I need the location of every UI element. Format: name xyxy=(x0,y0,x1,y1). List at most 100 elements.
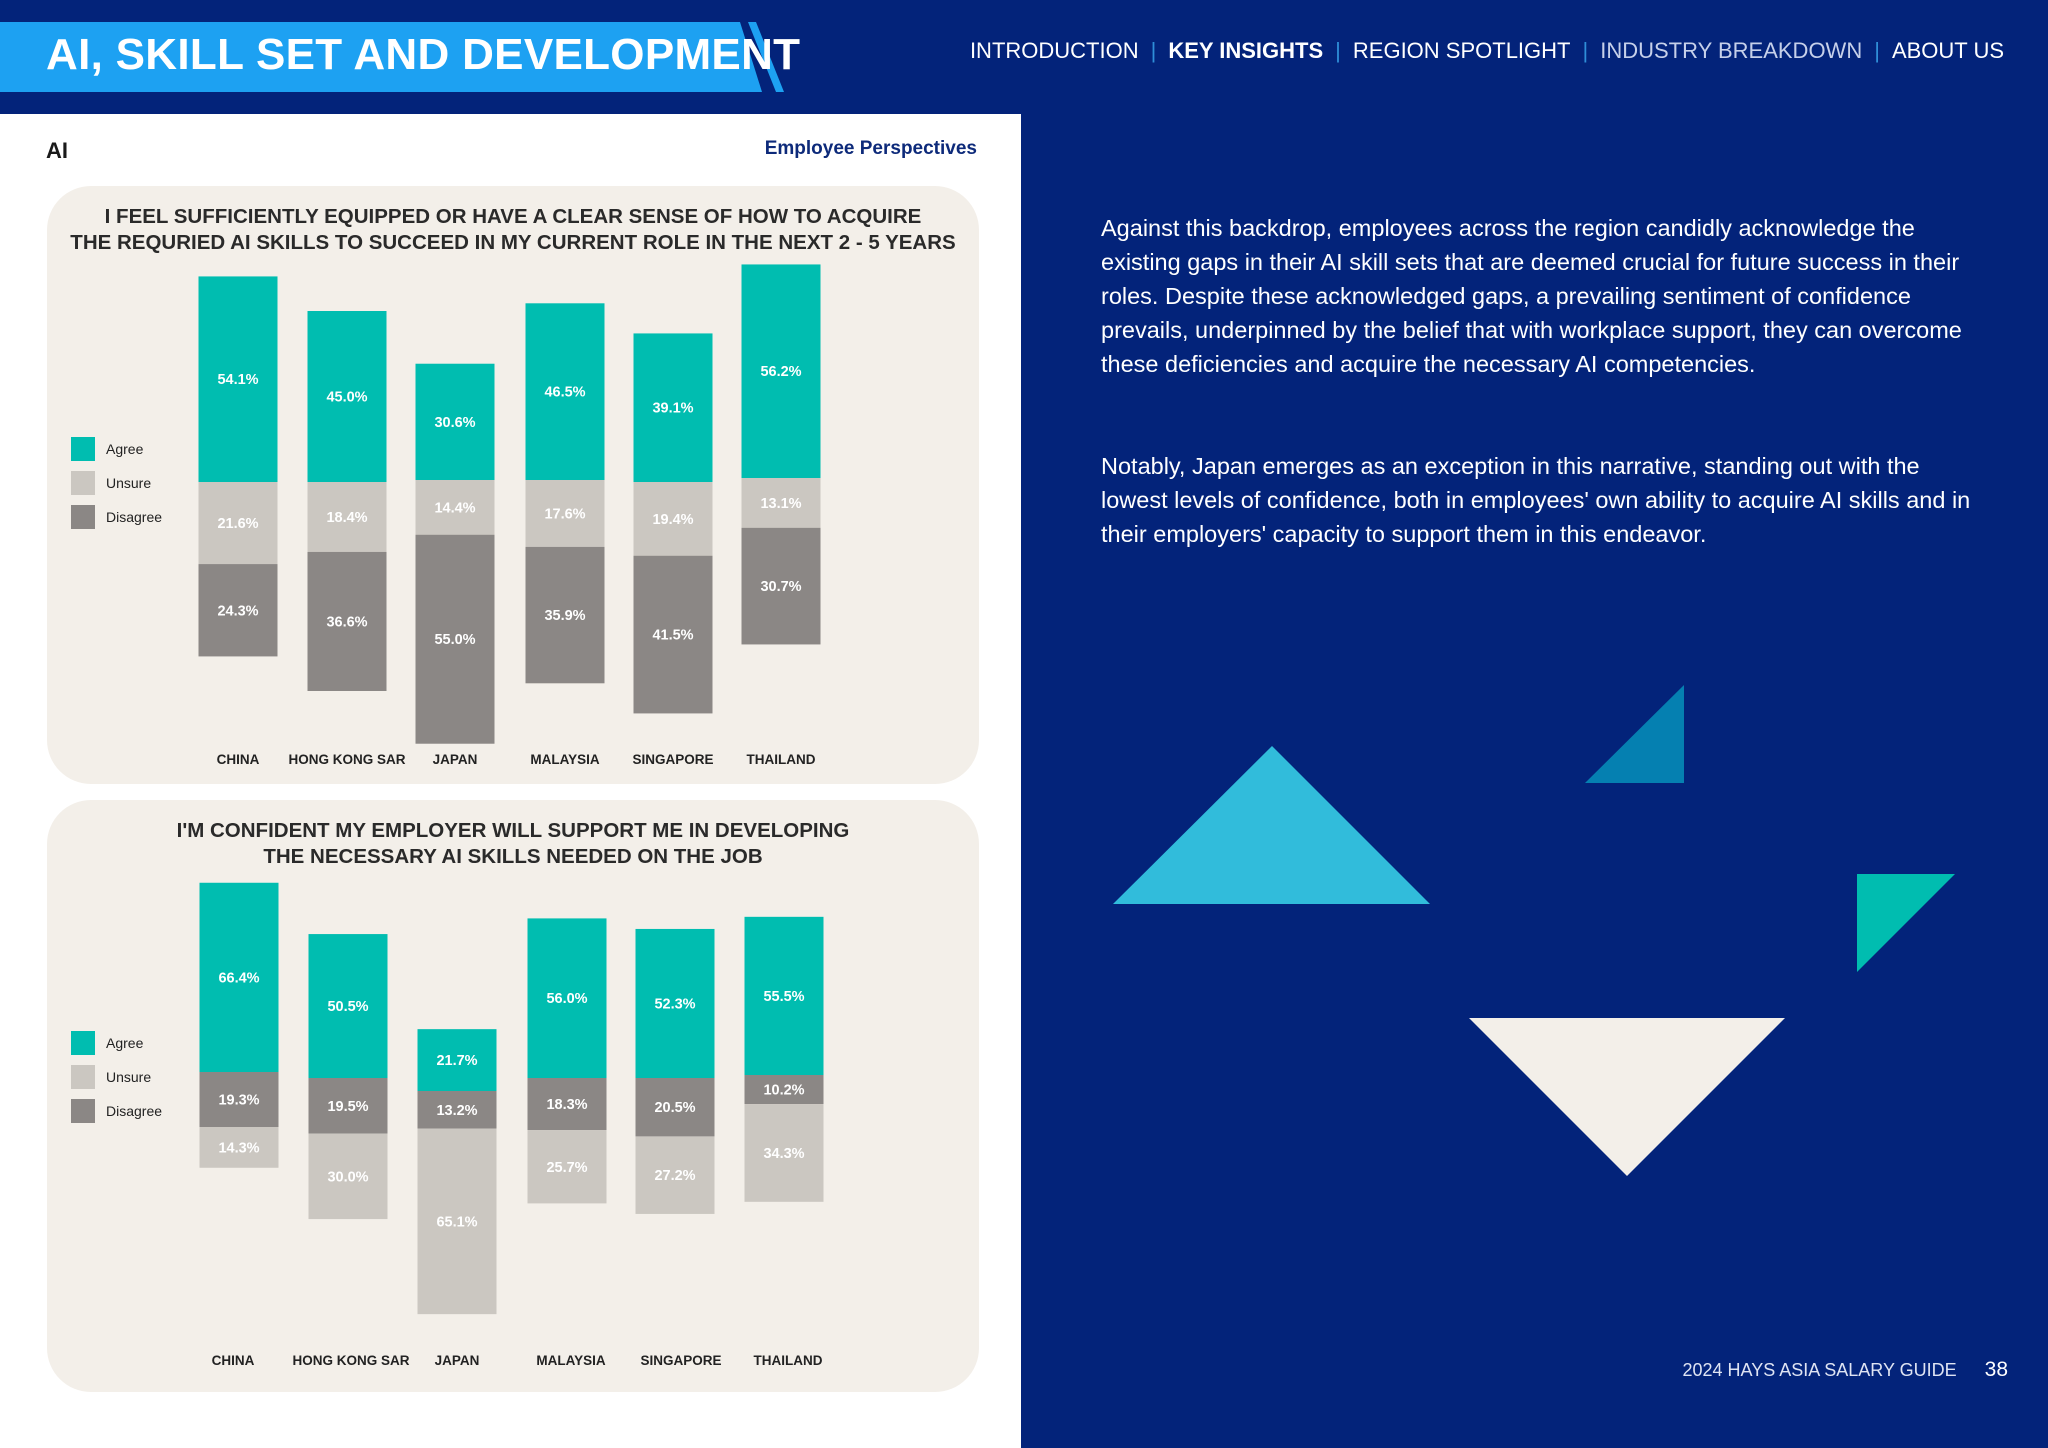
legend-disagree: Disagree xyxy=(71,1094,162,1128)
nav-separator: | xyxy=(1150,38,1157,63)
bar-unsure-singapore xyxy=(633,482,713,556)
bar-agree-china xyxy=(198,276,278,482)
legend-swatch-disagree xyxy=(71,505,95,529)
bar-unsure-japan xyxy=(417,1128,497,1315)
data-label-unsure-malaysia: 17.6% xyxy=(544,506,585,522)
bar-disagree-thailand xyxy=(741,527,821,645)
data-label-disagree-japan: 13.2% xyxy=(436,1103,477,1119)
bar-disagree-malaysia xyxy=(527,1078,607,1131)
data-label-unsure-china: 21.6% xyxy=(217,516,258,532)
chart-1-title-line-2: THE REQURIED AI SKILLS TO SUCCEED IN MY … xyxy=(70,231,956,254)
data-label-agree-japan: 30.6% xyxy=(434,415,475,431)
data-label-agree-china: 66.4% xyxy=(218,970,259,986)
legend-disagree: Disagree xyxy=(71,500,162,534)
category-label-china: CHINA xyxy=(212,1353,255,1368)
chart-2-legend: Agree Unsure Disagree xyxy=(71,1026,162,1128)
bar-agree-china xyxy=(199,882,279,1072)
title-tab xyxy=(0,22,785,92)
bar-agree-japan xyxy=(415,363,495,480)
data-label-unsure-hong-kong-sar: 18.4% xyxy=(326,510,367,526)
data-label-unsure-thailand: 13.1% xyxy=(760,496,801,512)
chart-1-legend: Agree Unsure Disagree xyxy=(71,432,162,534)
bar-disagree-singapore xyxy=(633,555,713,714)
bar-agree-hong-kong-sar xyxy=(308,934,388,1078)
bar-unsure-china xyxy=(199,1127,279,1168)
data-label-unsure-china: 14.3% xyxy=(218,1140,259,1156)
data-label-agree-singapore: 39.1% xyxy=(652,401,693,417)
data-label-disagree-china: 19.3% xyxy=(218,1093,259,1109)
category-label-china: CHINA xyxy=(217,752,260,767)
category-label-thailand: THAILAND xyxy=(754,1353,823,1368)
data-label-unsure-japan: 14.4% xyxy=(434,500,475,516)
bar-unsure-hong-kong-sar xyxy=(308,1133,388,1220)
chart-2-title-line-2: THE NECESSARY AI SKILLS NEEDED ON THE JO… xyxy=(263,845,763,868)
bar-agree-singapore xyxy=(635,928,715,1078)
bar-agree-singapore xyxy=(633,333,713,482)
title-tab-shape xyxy=(0,22,784,92)
bar-unsure-china xyxy=(198,482,278,565)
legend-swatch-agree xyxy=(71,1031,95,1055)
page-number: 38 xyxy=(1984,1358,2008,1381)
data-label-unsure-malaysia: 25.7% xyxy=(546,1160,587,1176)
data-label-unsure-singapore: 27.2% xyxy=(654,1168,695,1184)
category-label-singapore: SINGAPORE xyxy=(640,1353,721,1368)
triangle-light-blue xyxy=(1113,746,1430,904)
data-label-agree-japan: 21.7% xyxy=(436,1053,477,1069)
chart-2-title: I'M CONFIDENT MY EMPLOYER WILL SUPPORT M… xyxy=(47,818,979,870)
bar-agree-hong-kong-sar xyxy=(307,311,387,482)
legend-unsure: Unsure xyxy=(71,466,162,500)
data-label-unsure-singapore: 19.4% xyxy=(652,512,693,528)
legend-swatch-disagree xyxy=(71,1099,95,1123)
nav-key-insights[interactable]: KEY INSIGHTS xyxy=(1168,38,1324,63)
data-label-agree-thailand: 55.5% xyxy=(763,989,804,1005)
nav-introduction[interactable]: INTRODUCTION xyxy=(969,38,1139,63)
decorative-triangles xyxy=(1113,685,1955,1176)
data-label-agree-malaysia: 56.0% xyxy=(546,991,587,1007)
bar-agree-thailand xyxy=(741,264,821,478)
bar-agree-malaysia xyxy=(527,918,607,1078)
body-paragraph-2: Notably, Japan emerges as an exception i… xyxy=(1101,453,1971,547)
bar-disagree-china xyxy=(198,564,278,657)
bar-disagree-malaysia xyxy=(525,546,605,684)
chart-panel-1: I FEEL SUFFICIENTLY EQUIPPED OR HAVE A C… xyxy=(47,186,979,784)
data-label-disagree-japan: 55.0% xyxy=(434,632,475,648)
nav-about-us[interactable]: ABOUT US xyxy=(1891,38,2004,63)
legend-swatch-unsure xyxy=(71,1065,95,1089)
category-label-hong-kong-sar: HONG KONG SAR xyxy=(292,1353,409,1368)
category-label-thailand: THAILAND xyxy=(747,752,816,767)
nav-separator: | xyxy=(1874,38,1880,63)
legend-swatch-agree xyxy=(71,437,95,461)
legend-swatch-unsure xyxy=(71,471,95,495)
category-label-japan: JAPAN xyxy=(435,1353,480,1368)
nav-region-spotlight[interactable]: REGION SPOTLIGHT xyxy=(1352,38,1571,63)
triangle-teal xyxy=(1857,874,1955,972)
page-title: AI, SKILL SET AND DEVELOPMENT xyxy=(46,30,801,79)
bar-unsure-malaysia xyxy=(525,480,605,547)
data-label-disagree-malaysia: 18.3% xyxy=(546,1097,587,1113)
data-label-agree-singapore: 52.3% xyxy=(654,996,695,1012)
data-label-disagree-hong-kong-sar: 36.6% xyxy=(326,614,367,630)
bar-unsure-singapore xyxy=(635,1136,715,1214)
bar-unsure-malaysia xyxy=(527,1130,607,1204)
bar-unsure-thailand xyxy=(744,1104,824,1202)
chart-1-title: I FEEL SUFFICIENTLY EQUIPPED OR HAVE A C… xyxy=(47,204,979,256)
data-label-agree-hong-kong-sar: 45.0% xyxy=(326,390,367,406)
nav-industry-breakdown[interactable]: INDUSTRY BREAKDOWN xyxy=(1600,38,1863,63)
page-footer: 2024 HAYS ASIA SALARY GUIDE 38 xyxy=(1682,1358,2008,1382)
data-label-unsure-hong-kong-sar: 30.0% xyxy=(327,1169,368,1185)
legend-agree: Agree xyxy=(71,432,162,466)
triangle-dark-teal xyxy=(1585,685,1684,783)
top-navigation: INTRODUCTION | KEY INSIGHTS | REGION SPO… xyxy=(970,38,2004,64)
data-label-disagree-china: 24.3% xyxy=(217,603,258,619)
data-label-disagree-singapore: 41.5% xyxy=(652,628,693,644)
nav-separator: | xyxy=(1582,38,1589,63)
category-label-hong-kong-sar: HONG KONG SAR xyxy=(288,752,405,767)
chart-panel-2: I'M CONFIDENT MY EMPLOYER WILL SUPPORT M… xyxy=(47,800,979,1392)
legend-label-disagree: Disagree xyxy=(106,509,163,525)
category-label-japan: JAPAN xyxy=(433,752,478,767)
bar-agree-malaysia xyxy=(525,303,605,480)
footer-guide-title: 2024 HAYS ASIA SALARY GUIDE xyxy=(1682,1360,1957,1380)
bar-disagree-japan xyxy=(415,534,495,744)
nav-separator: | xyxy=(1335,38,1341,63)
data-label-agree-china: 54.1% xyxy=(217,372,258,388)
